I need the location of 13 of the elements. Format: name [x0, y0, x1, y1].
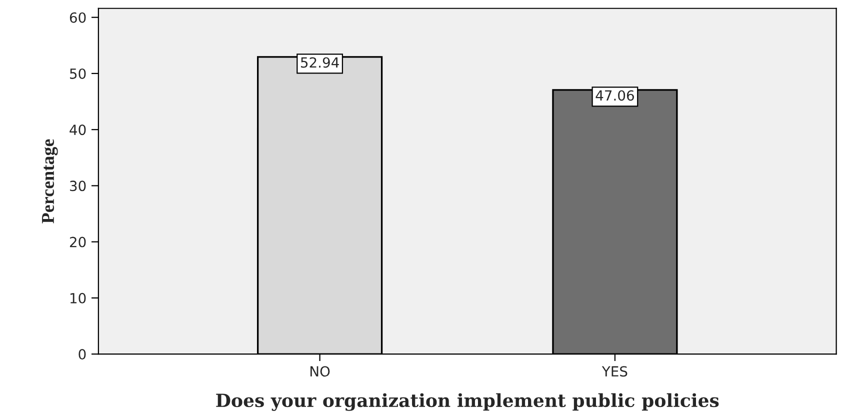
data-label: 52.94: [300, 57, 339, 68]
x-tick-label: YES: [602, 366, 628, 377]
y-tick-label: 60: [70, 12, 86, 23]
x-tick-label: NO: [310, 366, 330, 377]
y-tick-label: 50: [70, 68, 86, 79]
y-tick-label: 0: [78, 349, 86, 360]
x-axis-title: Does your organization implement public policies: [216, 393, 719, 411]
y-tick-label: 10: [70, 292, 86, 304]
y-tick-label: 30: [70, 180, 86, 192]
y-tick-label: 20: [70, 236, 86, 248]
y-axis-title: Percentage: [42, 139, 58, 224]
data-label: 47.06: [596, 90, 634, 101]
y-tick-label: 40: [70, 124, 86, 136]
